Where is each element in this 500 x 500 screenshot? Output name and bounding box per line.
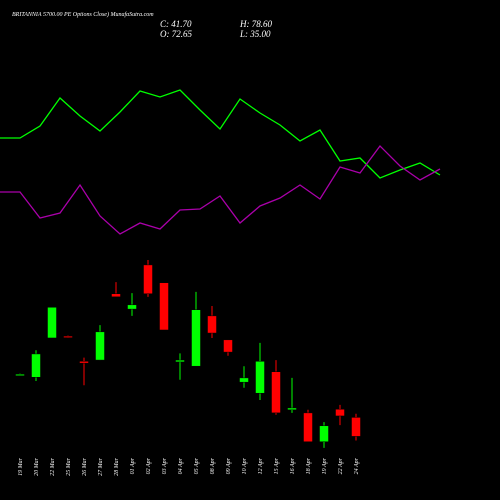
candle-body xyxy=(95,331,105,361)
x-tick-label: 09 Apr xyxy=(226,457,232,474)
candle-body xyxy=(63,335,73,338)
candle-body xyxy=(287,407,297,411)
x-tick-label: 16 Apr xyxy=(290,457,296,474)
candle-body xyxy=(303,412,313,442)
stat: C: 41.70 xyxy=(160,19,192,29)
x-tick-label: 08 Apr xyxy=(210,457,216,474)
candle-body xyxy=(271,371,281,414)
x-tick-label: 26 Mar xyxy=(82,457,88,475)
x-tick-label: 05 Apr xyxy=(194,457,200,474)
candle-body xyxy=(239,377,249,383)
candle-body xyxy=(127,304,137,310)
stat: O: 72.65 xyxy=(160,29,192,39)
candle-body xyxy=(159,282,169,331)
x-tick-label: 01 Apr xyxy=(130,457,136,474)
candle-body xyxy=(79,361,89,364)
x-tick-label: 18 Apr xyxy=(306,457,312,474)
candle-body xyxy=(207,315,217,334)
x-tick-label: 19 Mar xyxy=(18,457,24,475)
x-tick-label: 15 Apr xyxy=(274,457,280,474)
candle-body xyxy=(351,417,361,437)
x-tick-label: 04 Apr xyxy=(177,457,184,474)
x-tick-label: 12 Apr xyxy=(258,457,264,474)
x-tick-label: 03 Apr xyxy=(162,457,168,474)
candle-body xyxy=(335,408,345,417)
x-tick-label: 27 Mar xyxy=(98,457,104,475)
stat: H: 78.60 xyxy=(239,19,272,29)
x-tick-label: 19 Apr xyxy=(322,457,328,474)
x-tick-label: 25 Mar xyxy=(66,457,72,475)
line-series xyxy=(0,145,441,235)
x-tick-label: 24 Apr xyxy=(353,457,360,474)
candle-body xyxy=(143,264,153,295)
x-tick-label: 22 Mar xyxy=(50,457,56,475)
candle-body xyxy=(255,361,265,394)
stat: L: 35.00 xyxy=(239,29,271,39)
x-tick-label: 02 Apr xyxy=(146,457,152,474)
candle-body xyxy=(191,309,201,367)
x-tick-label: 28 Mar xyxy=(114,457,120,475)
candle-body xyxy=(31,353,41,378)
x-tick-label: 10 Apr xyxy=(242,457,248,474)
candle-body xyxy=(175,359,185,363)
candle-body xyxy=(15,373,25,376)
candle-body xyxy=(47,307,57,339)
x-tick-label: 22 Apr xyxy=(338,457,344,474)
candle-body xyxy=(223,339,233,353)
candle-body xyxy=(111,293,121,298)
candle-body xyxy=(319,425,329,442)
chart-title: BRITANNIA 5700.00 PE Options Close) Muna… xyxy=(12,11,154,18)
x-tick-label: 20 Mar xyxy=(34,457,40,475)
